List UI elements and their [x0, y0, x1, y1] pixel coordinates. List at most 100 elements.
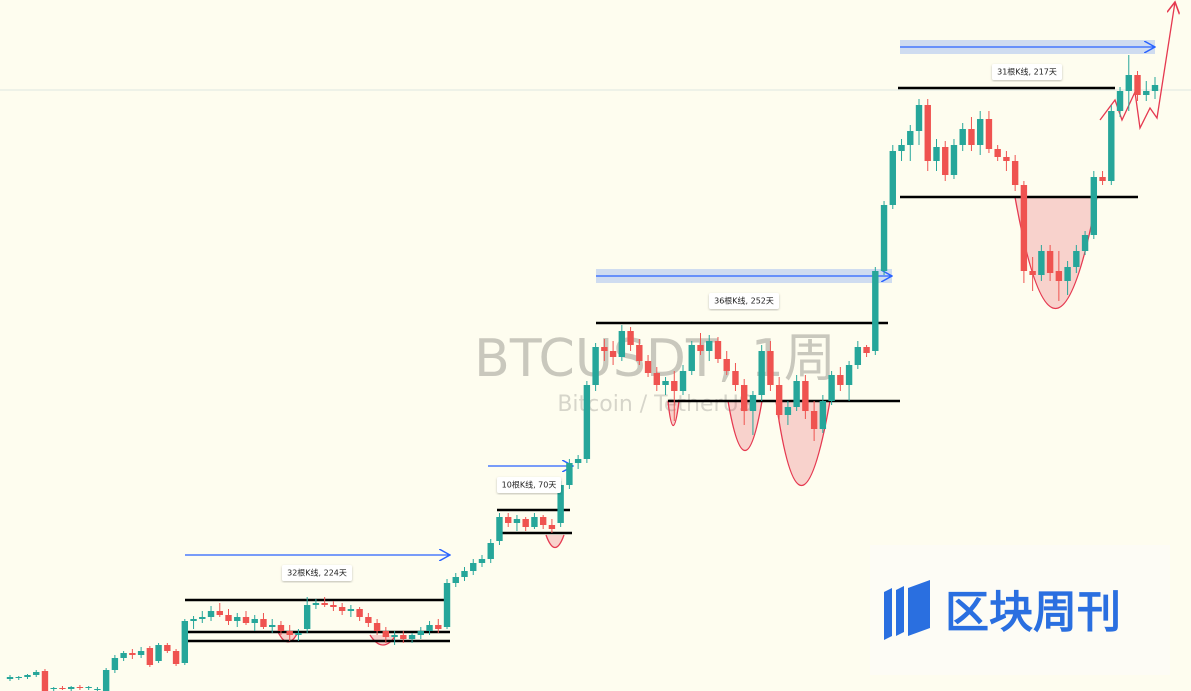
candle-body	[6, 677, 14, 679]
candle-body	[601, 347, 608, 351]
candle-body	[269, 625, 276, 627]
candle-body	[976, 119, 984, 145]
candle-body	[732, 371, 739, 385]
candle-body	[496, 517, 503, 541]
arc	[545, 534, 565, 549]
range-labels: 32根K线, 224天 10根K线, 70天 36根K线, 252天 31根K线…	[282, 64, 1062, 581]
candle-body	[767, 351, 774, 385]
candle-body	[819, 401, 827, 429]
candle-body	[924, 105, 931, 161]
candle-body	[1020, 185, 1028, 271]
candle-body	[1090, 177, 1098, 235]
candle-body	[50, 688, 57, 689]
candle-body	[251, 619, 258, 623]
candle-body	[400, 635, 407, 639]
candle-body	[365, 617, 372, 623]
candle-body	[959, 129, 966, 145]
candle-body	[950, 145, 958, 175]
candle-body	[548, 525, 556, 529]
logo-icon	[884, 580, 930, 640]
candle-body	[740, 385, 748, 411]
candle-body	[41, 671, 49, 691]
candle-body	[1143, 91, 1150, 95]
label-box	[992, 64, 1062, 80]
candle-body	[539, 517, 547, 525]
candle-body	[417, 631, 425, 635]
label-box	[497, 477, 561, 493]
candle-body	[286, 631, 293, 635]
candle-body	[854, 347, 862, 365]
candle-body	[810, 411, 818, 429]
candle-body	[1125, 75, 1132, 91]
candle-body	[505, 517, 512, 523]
candle-body	[802, 381, 809, 411]
candle-body	[1055, 271, 1063, 281]
candle-body	[338, 607, 346, 611]
candle-body	[242, 617, 250, 623]
candle-body	[915, 105, 923, 131]
candle-body	[373, 623, 381, 631]
levels	[185, 86, 1138, 643]
candle-body	[985, 119, 993, 149]
candle-body	[1099, 177, 1106, 181]
candle-body	[531, 517, 538, 527]
candle-body	[837, 375, 844, 385]
candle-body	[1134, 75, 1141, 95]
projection-arrow	[1099, 2, 1175, 131]
candle-body	[408, 635, 416, 639]
logo: 区块周刊	[870, 545, 1170, 675]
label-box	[709, 293, 779, 309]
candle-body	[574, 459, 582, 463]
candle-body	[234, 617, 241, 621]
candle-body	[478, 559, 486, 563]
candle-body	[452, 577, 459, 583]
candle-body	[714, 341, 722, 359]
candle-body	[1064, 267, 1071, 281]
candle-body	[1116, 91, 1124, 111]
range-label: 32根K线, 224天	[287, 568, 347, 578]
candle-body	[662, 381, 669, 385]
candle-body	[356, 609, 363, 617]
candle-body	[155, 645, 162, 661]
candle-body	[775, 385, 783, 415]
candle-body	[102, 670, 110, 691]
candle-body	[793, 381, 800, 407]
candle-body	[260, 619, 267, 627]
candle-body	[513, 519, 521, 523]
candle-body	[566, 463, 573, 485]
candle-body	[933, 147, 940, 161]
candle-body	[1038, 251, 1045, 275]
candle-body	[207, 611, 215, 617]
candle-body	[784, 407, 792, 415]
candle-body	[723, 359, 730, 371]
candle-body	[618, 331, 626, 357]
candle-body	[15, 677, 22, 678]
candle-body	[24, 675, 31, 677]
candle-body	[76, 687, 84, 688]
candle-body	[164, 645, 171, 651]
arc	[727, 400, 763, 451]
candle-body	[33, 672, 40, 675]
candle-body	[321, 603, 328, 605]
candle-body	[426, 625, 433, 631]
candle-body	[880, 205, 888, 271]
candle-body	[898, 145, 905, 151]
candle-body	[312, 603, 320, 605]
candle-body	[863, 347, 870, 353]
candle-body	[706, 341, 713, 351]
arc	[667, 400, 680, 426]
candle-body	[627, 331, 634, 345]
candle-body	[94, 689, 101, 690]
candle-body	[146, 648, 154, 665]
candle-body	[1003, 157, 1010, 161]
candle-body	[67, 687, 75, 689]
candle-body	[382, 631, 390, 637]
candle-body	[216, 611, 223, 615]
candle-body	[59, 688, 66, 689]
candle-body	[907, 131, 914, 145]
candle-body	[435, 625, 442, 629]
candle-body	[1046, 251, 1054, 273]
candle-body	[828, 375, 835, 401]
